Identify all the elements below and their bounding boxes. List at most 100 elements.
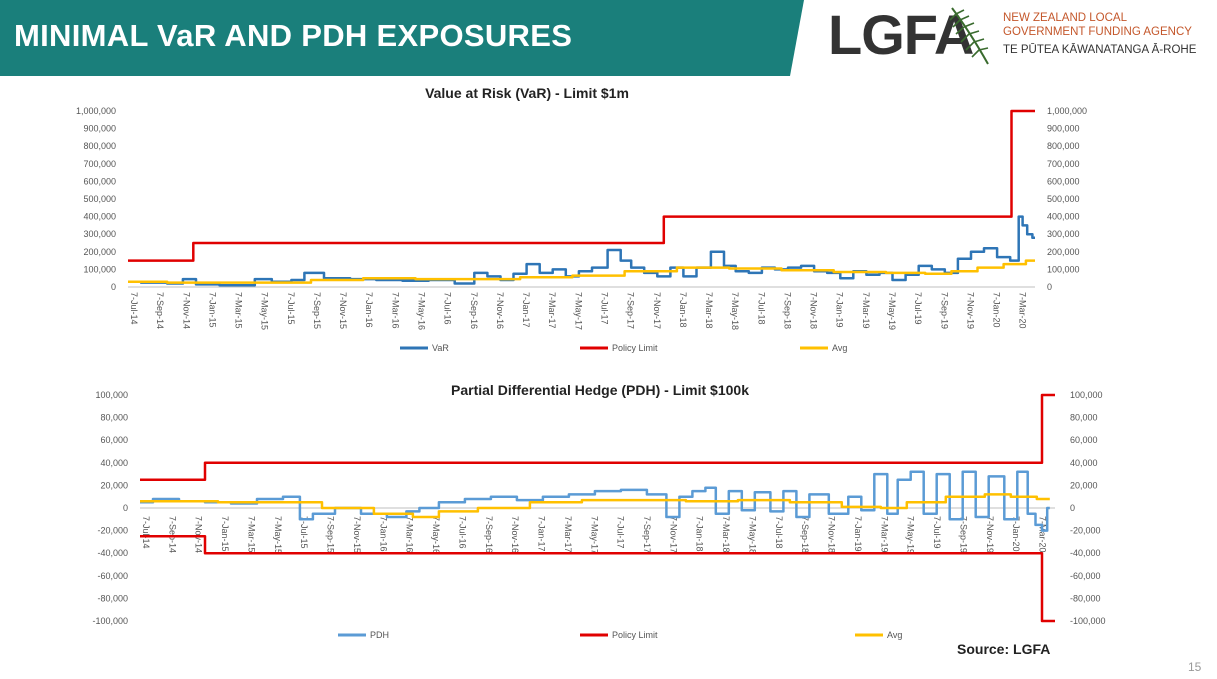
y2-tick-label: 80,000 xyxy=(1070,413,1098,423)
x-tick-label: 7-Nov-18 xyxy=(809,292,819,329)
y2-tick-label: -40,000 xyxy=(1070,548,1101,558)
y-tick-label: -20,000 xyxy=(97,526,128,536)
y-tick-label: 300,000 xyxy=(83,229,116,239)
x-tick-label: 7-Sep-19 xyxy=(939,292,949,329)
x-tick-label: 7-Jan-16 xyxy=(364,292,374,328)
series-line-avg xyxy=(128,259,1035,284)
x-tick-label: 7-Sep-14 xyxy=(155,292,165,329)
x-tick-label: 7-Mar-15 xyxy=(234,292,244,329)
legend-label: VaR xyxy=(432,343,449,353)
legend-label: Policy Limit xyxy=(612,343,658,353)
y-tick-label: 1,000,000 xyxy=(76,106,116,116)
y2-tick-label: 800,000 xyxy=(1047,141,1080,151)
title-banner-edge xyxy=(790,0,804,76)
x-tick-label: 7-May-15 xyxy=(273,516,283,554)
x-tick-label: 7-Jul-19 xyxy=(913,292,923,325)
x-tick-label: 7-Jul-19 xyxy=(932,516,942,549)
x-tick-label: 7-Mar-19 xyxy=(861,292,871,329)
x-tick-label: 7-Jan-19 xyxy=(835,292,845,328)
x-tick-label: 7-Jan-18 xyxy=(695,516,705,552)
x-tick-label: 7-Nov-18 xyxy=(827,516,837,553)
x-tick-label: 7-Jan-17 xyxy=(521,292,531,328)
series-line-policy-limit xyxy=(140,393,1055,482)
x-tick-label: 7-Mar-16 xyxy=(390,292,400,329)
y2-tick-label: 400,000 xyxy=(1047,212,1080,222)
y-tick-label: 100,000 xyxy=(83,264,116,274)
y2-tick-label: 100,000 xyxy=(1070,390,1103,400)
x-tick-label: 7-Jan-20 xyxy=(992,292,1002,328)
y2-tick-label: -80,000 xyxy=(1070,593,1101,603)
y-tick-label: -40,000 xyxy=(97,548,128,558)
y-tick-label: 20,000 xyxy=(100,480,128,490)
y2-tick-label: 20,000 xyxy=(1070,480,1098,490)
x-tick-label: 7-Sep-14 xyxy=(167,516,177,553)
y-tick-label: 40,000 xyxy=(100,458,128,468)
x-tick-label: 7-Mar-16 xyxy=(405,516,415,553)
series-line-var xyxy=(128,215,1035,287)
agency-name-maori: TE PŪTEA KĀWANATANGA Ā-ROHE xyxy=(1003,44,1197,56)
x-tick-label: 7-Mar-19 xyxy=(879,516,889,553)
fern-icon xyxy=(949,7,989,65)
y-tick-label: 700,000 xyxy=(83,159,116,169)
y-tick-label: 60,000 xyxy=(100,435,128,445)
x-tick-label: 7-Jul-16 xyxy=(443,292,453,325)
source-note: Source: LGFA xyxy=(957,641,1051,657)
y-tick-label: 500,000 xyxy=(83,194,116,204)
title-banner xyxy=(0,0,790,76)
y2-tick-label: 700,000 xyxy=(1047,159,1080,169)
x-tick-label: 7-Nov-17 xyxy=(652,292,662,329)
x-tick-label: 7-Nov-15 xyxy=(352,516,362,553)
y2-tick-label: 500,000 xyxy=(1047,194,1080,204)
y-tick-label: 800,000 xyxy=(83,141,116,151)
var-chart: Value at Risk (VaR) - Limit $1m 1,000,000… xyxy=(76,85,1087,353)
y2-tick-label: 900,000 xyxy=(1047,124,1080,134)
y2-tick-label: 100,000 xyxy=(1047,264,1080,274)
x-tick-label: 7-Mar-20 xyxy=(1038,516,1048,553)
y2-tick-label: 60,000 xyxy=(1070,435,1098,445)
x-tick-label: 7-Nov-14 xyxy=(181,292,191,329)
slide-title: MINIMAL VaR AND PDH EXPOSURES xyxy=(14,18,573,53)
x-tick-label: 7-Sep-16 xyxy=(484,516,494,553)
series-line-policy-limit xyxy=(128,109,1035,262)
x-tick-label: 7-Jan-20 xyxy=(1011,516,1021,552)
y-tick-label: 200,000 xyxy=(83,247,116,257)
x-tick-label: 7-Sep-17 xyxy=(642,516,652,553)
x-tick-label: 7-May-17 xyxy=(573,292,583,330)
legend-label: Policy Limit xyxy=(612,630,658,640)
chart-title: Value at Risk (VaR) - Limit $1m xyxy=(425,85,629,101)
y-tick-label: 600,000 xyxy=(83,176,116,186)
x-tick-label: 7-Sep-18 xyxy=(800,516,810,553)
x-tick-label: 7-Jul-17 xyxy=(599,292,609,325)
x-tick-label: 7-Jan-15 xyxy=(207,292,217,328)
y-tick-label: 0 xyxy=(111,282,116,292)
x-tick-label: 7-May-18 xyxy=(730,292,740,330)
x-tick-label: 7-Jan-19 xyxy=(853,516,863,552)
y2-tick-label: 0 xyxy=(1047,282,1052,292)
x-tick-label: 7-Mar-17 xyxy=(563,516,573,553)
legend-label: Avg xyxy=(887,630,902,640)
x-tick-label: 7-Jul-14 xyxy=(129,292,139,325)
y-tick-label: 400,000 xyxy=(83,212,116,222)
x-tick-label: 7-Jul-15 xyxy=(286,292,296,325)
pdh-chart: Partial Differential Hedge (PDH) - Limit… xyxy=(92,382,1105,640)
page-number: 15 xyxy=(1188,660,1202,674)
x-tick-label: 7-Jan-18 xyxy=(678,292,688,328)
x-tick-label: 7-Nov-15 xyxy=(338,292,348,329)
series-line-avg xyxy=(140,493,1050,519)
agency-name-line1: NEW ZEALAND LOCAL xyxy=(1003,12,1127,24)
y2-tick-label: 200,000 xyxy=(1047,247,1080,257)
y2-tick-label: 300,000 xyxy=(1047,229,1080,239)
x-tick-label: 7-Sep-18 xyxy=(782,292,792,329)
y2-tick-label: -20,000 xyxy=(1070,526,1101,536)
x-tick-label: 7-Nov-16 xyxy=(510,516,520,553)
agency-name-line2: GOVERNMENT FUNDING AGENCY xyxy=(1003,26,1192,38)
x-tick-label: 7-Sep-15 xyxy=(326,516,336,553)
x-tick-label: 7-Mar-17 xyxy=(547,292,557,329)
y-tick-label: -100,000 xyxy=(92,616,128,626)
x-tick-label: 7-Jul-15 xyxy=(299,516,309,549)
x-tick-label: 7-May-15 xyxy=(260,292,270,330)
x-tick-label: 7-Mar-15 xyxy=(246,516,256,553)
x-tick-label: 7-Sep-19 xyxy=(958,516,968,553)
y2-tick-label: 1,000,000 xyxy=(1047,106,1087,116)
legend-label: PDH xyxy=(370,630,389,640)
